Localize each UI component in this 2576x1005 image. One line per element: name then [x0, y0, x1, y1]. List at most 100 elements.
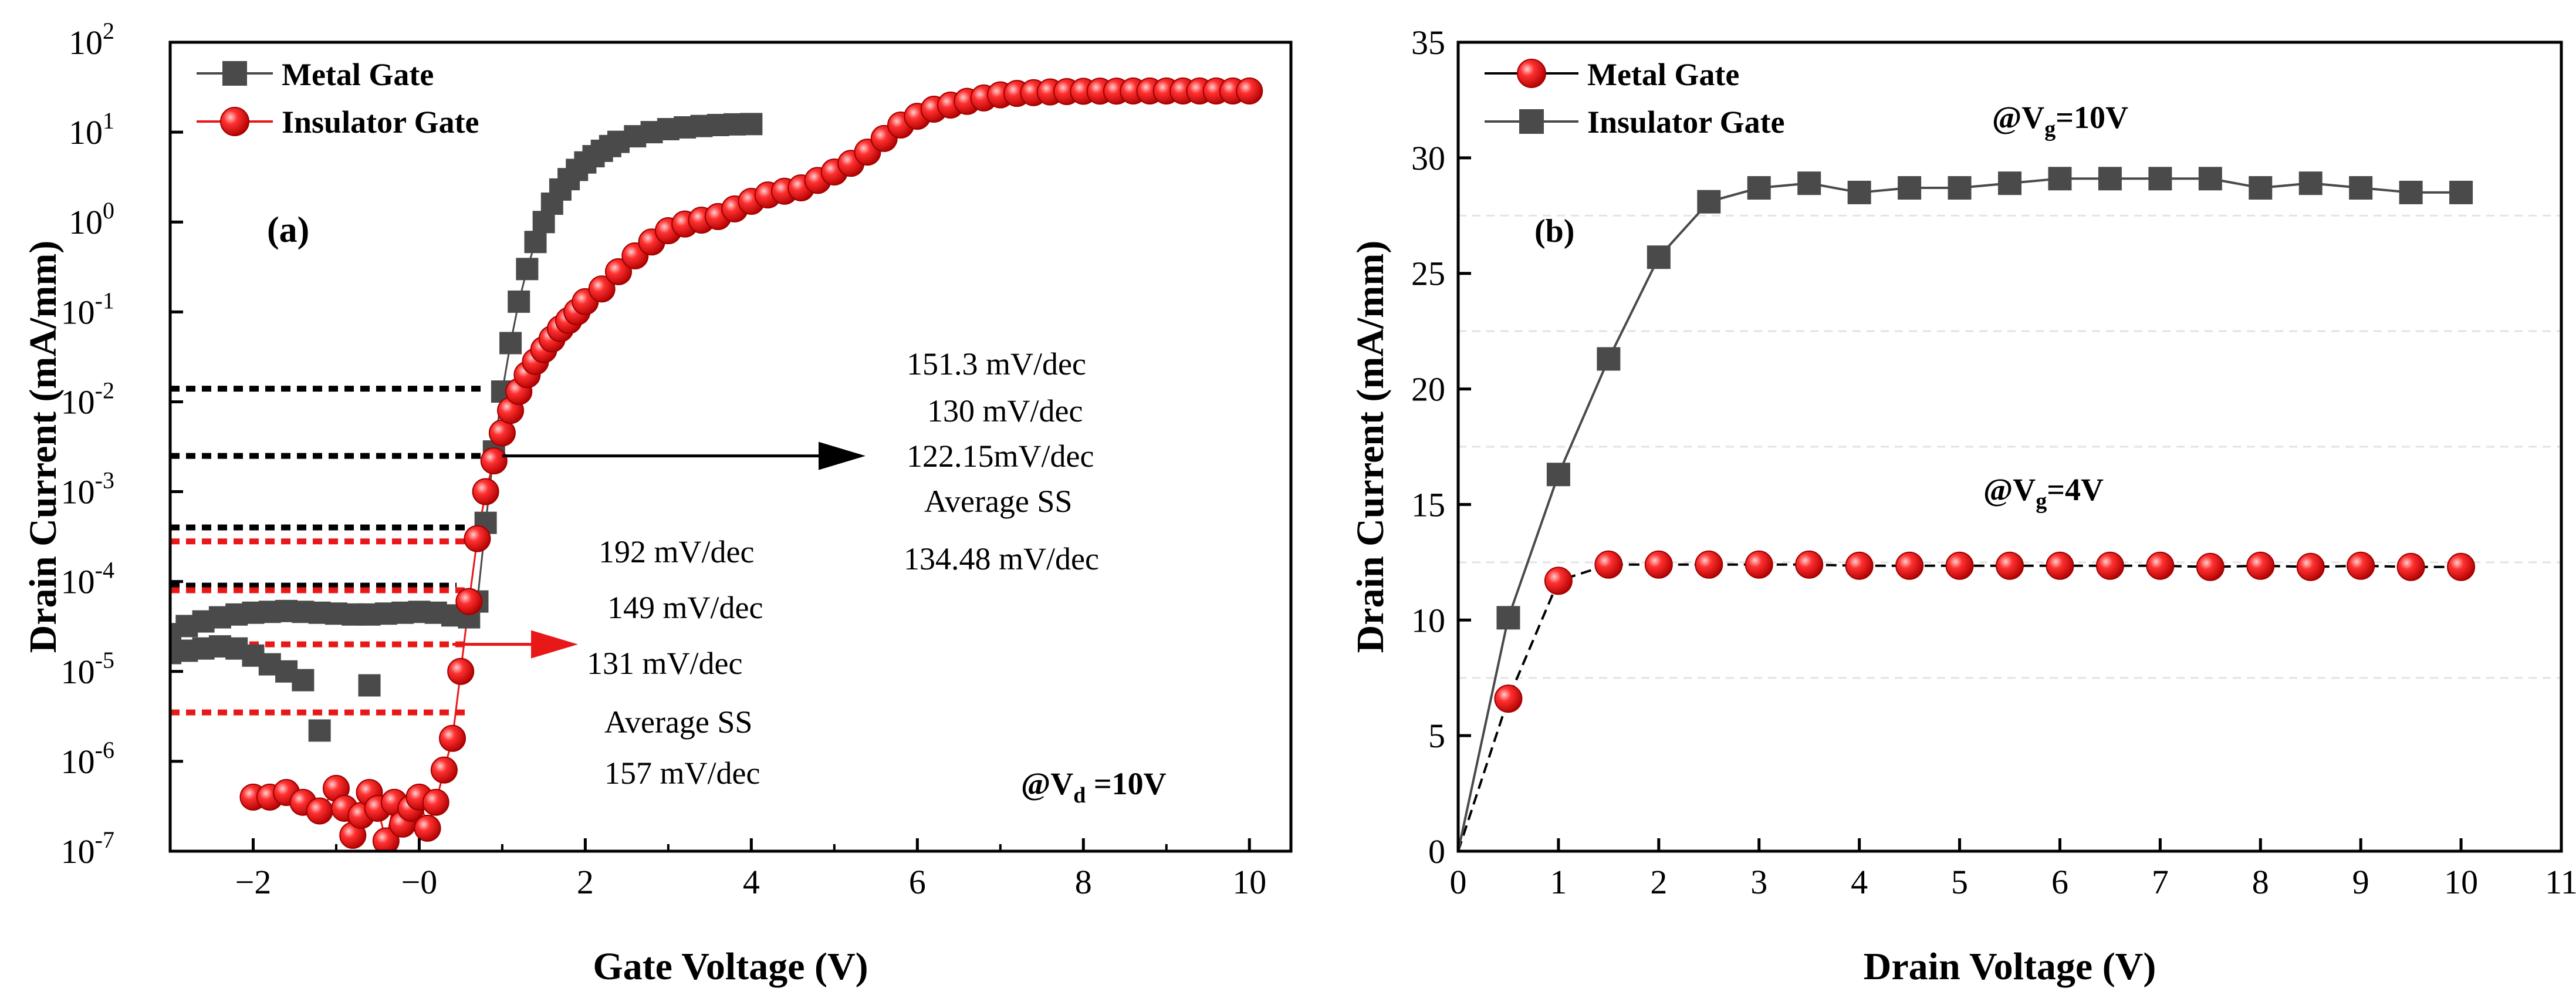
insulator-gate-point: [1647, 245, 1671, 269]
panel-a-y-tick-label: 100: [69, 197, 114, 241]
panel-a-y-tick-label: 10-2: [61, 377, 114, 421]
insulator-gate-point: [1496, 606, 1520, 630]
metal-gate-low-point: [308, 719, 331, 742]
metal-ss-average-value: 134.48 mV/dec: [904, 541, 1099, 576]
metal-gate-low-point: [358, 674, 381, 697]
metal-gate-point: [516, 258, 539, 281]
panel-b-grid: [1458, 214, 2561, 679]
panel-b-x-tick-label: 7: [2152, 863, 2169, 901]
metal-gate-point: [524, 231, 547, 254]
panel-b-x-tick-label: 2: [1650, 863, 1667, 901]
metal-gate-point: [508, 290, 530, 313]
metal-gate-point: [2296, 552, 2325, 581]
panel-b: 0 1 2 3 4 5 6 7 8 9 10 11 0 5 10 15 20 25 30 35 Drain Volta…: [1349, 23, 2576, 988]
metal-gate-point: [1895, 551, 1924, 580]
metal-gate-point: [1795, 550, 1824, 579]
insulator-gate-point: [1597, 347, 1621, 371]
metal-gate-point: [1945, 551, 1974, 580]
metal-ss-1: 151.3 mV/dec: [907, 346, 1086, 382]
insulator-gate-point: [1998, 171, 2021, 195]
panel-a-y-tick-label: 101: [69, 107, 114, 151]
insulator-gate-point: [430, 756, 458, 784]
insulator-gate-point: [1546, 463, 1570, 487]
insulator-gate-point: [2349, 176, 2373, 200]
panel-b-y-tick-label: 0: [1428, 832, 1445, 871]
insulator-gate-point: [1948, 176, 1972, 200]
panel-b-y-tick-label: 30: [1411, 139, 1445, 177]
metal-gate-point: [2246, 551, 2275, 580]
panel-a-x-tick-label: 2: [577, 863, 594, 901]
metal-ss-3: 122.15mV/dec: [907, 439, 1094, 474]
insulator-gate-point: [588, 275, 616, 303]
insulator-gate-point: [1236, 77, 1263, 105]
insulator-gate-point: [2249, 176, 2273, 200]
panel-b-plot-area: [1458, 177, 2462, 851]
panel-b-x-tick-label: 4: [1851, 863, 1868, 901]
insulator-gate-point: [1697, 190, 1721, 214]
panel-b-x-tick-label: 3: [1750, 863, 1767, 901]
insulator-gate-point: [422, 788, 449, 816]
panel-b-x-tick-label: 10: [2444, 863, 2478, 901]
insulator-ss-average-value: 157 mV/dec: [604, 756, 760, 791]
legend-metal-gate-label: Metal Gate: [282, 57, 434, 92]
panel-b-frame: [1456, 41, 2563, 853]
metal-gate-point: [499, 332, 522, 355]
panel-a-frame: [168, 41, 1293, 853]
panel-a-x-axis-title: Gate Voltage (V): [593, 945, 868, 988]
insulator-gate-point: [464, 525, 491, 552]
panel-b-markers: [1494, 167, 2476, 713]
metal-gate-point: [2046, 551, 2074, 580]
insulator-ss-arrow-head: [531, 630, 578, 659]
panel-b-x-tick-label: 11: [2545, 863, 2576, 901]
insulator-gate-point: [447, 657, 475, 685]
insulator-gate-point: [455, 588, 483, 615]
insulator-gate-point: [480, 447, 508, 475]
insulator-gate-point: [372, 827, 400, 851]
panel-b-x-tick-label: 8: [2252, 863, 2269, 901]
metal-gate-point: [1644, 550, 1673, 579]
metal-gate-point: [1695, 550, 1723, 579]
legend-insulator-gate-label: Insulator Gate: [282, 104, 479, 140]
panel-b-y-tick-label: 35: [1411, 23, 1445, 62]
metal-ss-2: 130 mV/dec: [927, 393, 1083, 429]
panel-b-legend: Metal Gate Insulator Gate: [1485, 57, 1785, 140]
legend-insulator-gate-marker: [220, 107, 249, 136]
panel-b-y-tick-label: 20: [1411, 370, 1445, 409]
metal-ss-arrow-head: [819, 441, 866, 470]
panel-a-legend: Metal Gate Insulator Gate: [197, 57, 479, 140]
panel-b-x-axis-title: Drain Voltage (V): [1864, 945, 2156, 988]
panel-a-y-tick-label: 10-4: [61, 557, 114, 601]
panel-a-axes: −2 −0 2 4 6 8 10 102 101 100 10-1 10-2 10-3 10-4 10-5 1…: [61, 18, 1267, 901]
panel-a-x-tick-label: 4: [743, 863, 760, 901]
panel-a-y-tick-label: 10-3: [61, 467, 114, 511]
panel-a-x-tick-label: 10: [1232, 863, 1266, 901]
panel-a-y-tick-label: 10-5: [61, 647, 114, 691]
insulator-gate-point: [1847, 180, 1871, 204]
metal-gate-point: [740, 113, 763, 136]
panel-b-y-tick-label: 25: [1411, 255, 1445, 293]
metal-gate-point: [2196, 552, 2225, 581]
insulator-ss-1: 192 mV/dec: [599, 534, 754, 569]
insulator-gate-point: [2048, 167, 2072, 191]
insulator-gate-point: [1898, 176, 1922, 200]
legend-b-metal-gate-label: Metal Gate: [1587, 57, 1739, 92]
panel-a-label: (a): [267, 210, 309, 250]
metal-gate-line: [1458, 563, 2462, 851]
metal-gate-point: [2396, 552, 2425, 581]
legend-b-insulator-gate-marker: [1519, 109, 1544, 134]
insulator-gate-point: [2399, 180, 2423, 204]
metal-ss-average-label: Average SS: [924, 484, 1072, 519]
metal-gate-point: [1494, 684, 1523, 713]
panel-a-x-tick-label: −2: [235, 863, 272, 901]
panel-b-x-tick-label: 9: [2352, 863, 2369, 901]
insulator-ss-2: 149 mV/dec: [607, 590, 763, 625]
panel-a-y-tick-label: 10-7: [61, 827, 114, 871]
legend-b-metal-gate-marker: [1517, 59, 1546, 88]
panel-a-y-tick-label: 10-6: [61, 737, 114, 781]
insulator-gate-point: [2298, 171, 2323, 195]
panel-a: −2 −0 2 4 6 8 10 102 101 100 10-1 10-2 10-3 10-4 10-5 1…: [22, 18, 1293, 988]
metal-gate-point: [1996, 551, 2024, 580]
insulator-gate-point: [1747, 176, 1771, 200]
panel-b-y-tick-label: 15: [1411, 485, 1445, 524]
